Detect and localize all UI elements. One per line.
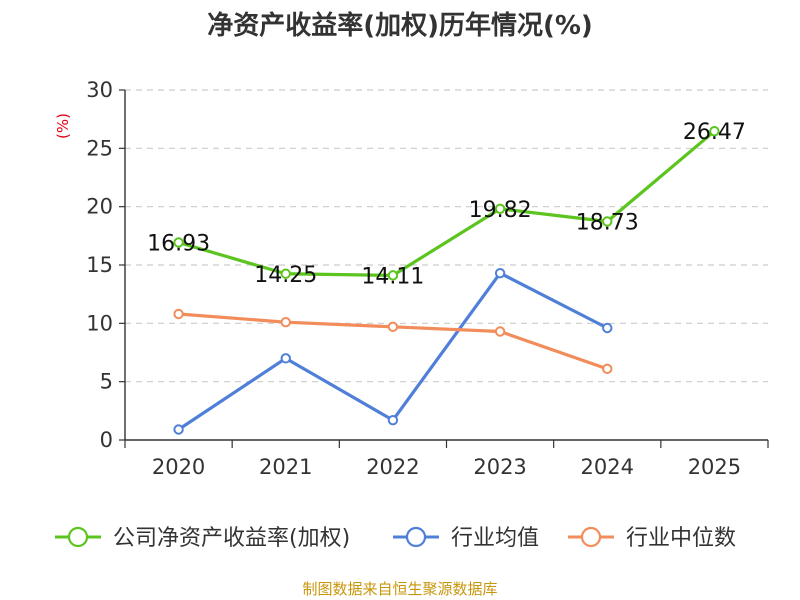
series-line-1 [176, 271, 609, 432]
series-0-point-2022 [387, 270, 399, 281]
y-tick-label-10: 10 [86, 311, 113, 335]
series-1-point-2023 [494, 267, 506, 279]
data-source-note: 制图数据来自恒生聚源数据库 [302, 580, 497, 598]
chart-title: 净资产收益率(加权)历年情况(%) [207, 10, 593, 41]
series-1-point-2024 [602, 322, 613, 334]
series-2-point-2024 [602, 363, 613, 375]
y-tick-label-20: 20 [86, 195, 113, 219]
data-label-2022: 14.11 [361, 264, 424, 289]
legend-marker-2 [580, 526, 602, 548]
y-tick-label-15: 15 [86, 253, 113, 277]
data-label-2021: 14.25 [254, 263, 317, 288]
legend-marker-1 [405, 526, 427, 548]
legend-label-1: 行业均值 [451, 526, 539, 551]
series-2-point-2020 [173, 308, 184, 320]
series-1-point-2021 [280, 353, 291, 364]
legend-item-2[interactable]: 行业中位数 [568, 526, 736, 551]
series-0-point-2025 [709, 125, 720, 137]
y-tick-label-0: 0 [100, 428, 113, 452]
y-axis-label: (%) [54, 113, 72, 139]
x-tick-label-2021: 2021 [259, 455, 312, 479]
legend-item-0[interactable]: 公司净资产收益率(加权) [55, 526, 350, 551]
series-2-point-2023 [494, 326, 506, 337]
series-0-point-2021 [280, 268, 291, 279]
series-0-point-2023 [494, 203, 506, 214]
legend-marker-0 [67, 526, 89, 548]
legend-item-1[interactable]: 行业均值 [393, 526, 539, 551]
legend-label-0: 公司净资产收益率(加权) [113, 526, 350, 551]
y-tick-label-5: 5 [100, 370, 113, 394]
series-1-point-2022 [387, 414, 399, 426]
data-label-2023: 19.82 [469, 198, 532, 223]
series-line-0 [176, 129, 717, 277]
x-tick-label-2024: 2024 [581, 455, 634, 479]
x-tick-label-2025: 2025 [688, 455, 741, 479]
data-label-2025: 26.47 [683, 120, 746, 145]
series-0-point-2024 [602, 216, 613, 227]
data-label-2024: 18.73 [576, 210, 639, 235]
data-label-2020: 16.93 [147, 231, 210, 256]
series-2-point-2022 [387, 321, 399, 333]
legend-label-2: 行业中位数 [626, 526, 736, 551]
series-1-point-2020 [173, 424, 184, 435]
x-tick-label-2022: 2022 [366, 455, 419, 479]
series-2-point-2021 [280, 316, 291, 328]
y-tick-label-25: 25 [86, 136, 113, 160]
x-tick-label-2023: 2023 [473, 455, 526, 479]
series-0-point-2020 [173, 237, 184, 248]
series-group [173, 125, 720, 435]
legend[interactable]: 公司净资产收益率(加权) 行业均值 行业中位数 [55, 526, 736, 551]
x-tick-label-2020: 2020 [152, 455, 205, 479]
data-labels: 16.93 14.25 14.11 19.82 18.73 26.47 [147, 120, 746, 289]
y-tick-label-30: 30 [86, 78, 113, 102]
gridlines [125, 89, 768, 383]
